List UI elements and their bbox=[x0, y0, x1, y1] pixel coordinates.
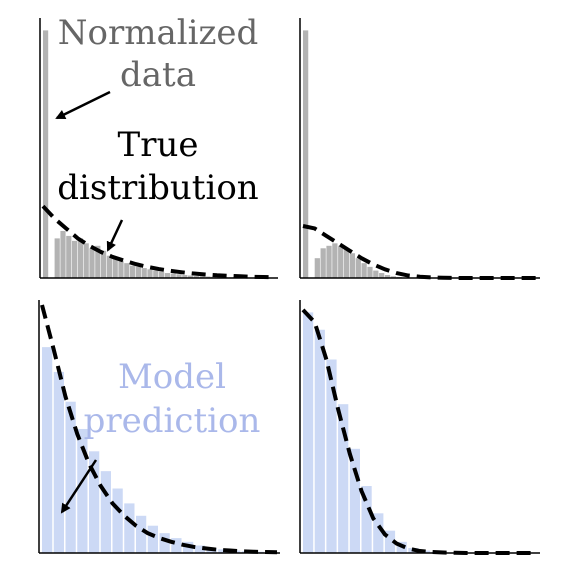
bar bbox=[361, 263, 367, 278]
bar bbox=[141, 268, 147, 278]
bar bbox=[314, 329, 325, 553]
bar bbox=[77, 428, 88, 553]
bar bbox=[89, 248, 95, 278]
bar bbox=[193, 276, 199, 278]
bar bbox=[373, 513, 384, 553]
panel-bottom-right bbox=[299, 300, 540, 555]
bar bbox=[199, 276, 205, 278]
model-prediction-label-line2: prediction bbox=[84, 401, 261, 441]
bar bbox=[130, 265, 136, 278]
bar bbox=[65, 401, 76, 553]
bar bbox=[112, 258, 118, 278]
bar bbox=[147, 269, 153, 278]
true-distribution-curve bbox=[41, 204, 276, 280]
bar bbox=[176, 274, 182, 278]
bar bbox=[390, 276, 396, 278]
bar bbox=[349, 253, 356, 278]
bar bbox=[135, 266, 141, 278]
bar bbox=[314, 258, 320, 278]
bar bbox=[384, 530, 396, 553]
model-prediction-label-line1: Model bbox=[118, 357, 226, 397]
bar bbox=[164, 273, 170, 278]
bar bbox=[42, 347, 53, 553]
bar bbox=[100, 471, 111, 553]
bar bbox=[95, 245, 101, 278]
bar bbox=[182, 275, 188, 278]
bar bbox=[326, 245, 332, 278]
bar bbox=[188, 275, 194, 278]
bar bbox=[332, 243, 338, 278]
bar bbox=[124, 503, 135, 553]
bar bbox=[136, 515, 147, 553]
bar bbox=[373, 270, 379, 278]
true-distribution-arrow bbox=[106, 219, 124, 252]
bar bbox=[361, 486, 372, 553]
true-distribution-curve bbox=[302, 224, 537, 280]
bar bbox=[379, 273, 385, 278]
panel-top-right bbox=[299, 18, 540, 280]
bar bbox=[159, 271, 165, 278]
normalized-data-label-line1: Normalized bbox=[58, 13, 259, 53]
bar bbox=[147, 525, 158, 553]
bar bbox=[171, 538, 182, 553]
bar bbox=[367, 266, 373, 278]
bar bbox=[153, 270, 159, 278]
bar bbox=[83, 243, 89, 278]
bar bbox=[343, 248, 350, 278]
bar bbox=[72, 240, 78, 278]
bar bbox=[159, 533, 170, 553]
bar bbox=[338, 245, 344, 278]
bar bbox=[320, 248, 326, 278]
bar bbox=[89, 451, 100, 553]
bar bbox=[170, 273, 176, 278]
bar bbox=[349, 448, 360, 553]
bar bbox=[118, 260, 124, 278]
bar bbox=[77, 238, 83, 278]
bar bbox=[338, 404, 349, 553]
bar bbox=[60, 230, 66, 278]
true-distribution-label-line2: distribution bbox=[57, 168, 258, 208]
bar bbox=[303, 312, 314, 553]
bar bbox=[53, 371, 64, 553]
model-prediction-arrow bbox=[60, 459, 98, 514]
bar bbox=[194, 545, 205, 553]
bar bbox=[106, 255, 112, 278]
bar bbox=[384, 275, 391, 278]
true-distribution-label-line1: True bbox=[118, 125, 199, 165]
panel-top-left bbox=[39, 18, 278, 280]
bar bbox=[112, 488, 123, 553]
bar bbox=[101, 250, 107, 278]
normalized-data-arrow bbox=[55, 90, 111, 120]
bar bbox=[303, 30, 309, 278]
bar bbox=[66, 235, 72, 278]
bar bbox=[355, 258, 361, 278]
panel-bottom-left bbox=[38, 300, 280, 555]
bar bbox=[43, 30, 49, 278]
bar bbox=[54, 238, 60, 278]
bar bbox=[124, 263, 130, 278]
normalized-data-label-line2: data bbox=[120, 55, 196, 95]
bar bbox=[326, 359, 337, 553]
